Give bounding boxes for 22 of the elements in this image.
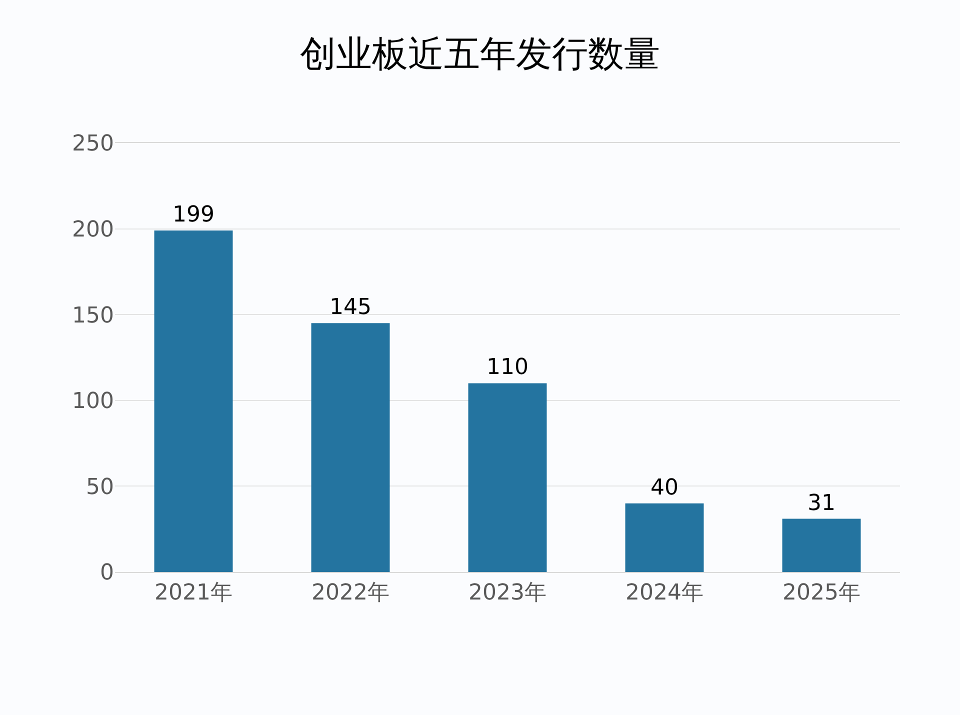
y-tick-label: 200 — [72, 218, 114, 242]
x-tick-label: 2023年 — [468, 580, 546, 606]
data-label: 199 — [172, 202, 214, 228]
y-tick-label: 100 — [72, 389, 114, 414]
x-tick-label: 2021年 — [154, 580, 232, 606]
y-tick-label: 0 — [100, 560, 114, 586]
data-label: 40 — [650, 475, 678, 500]
bar — [311, 323, 390, 572]
y-tick-label: 150 — [72, 303, 114, 328]
chart-title: 创业板近五年发行数量 — [300, 34, 660, 76]
data-label: 145 — [330, 295, 372, 320]
bar — [625, 503, 704, 572]
data-label: 31 — [808, 490, 836, 516]
x-tick-label: 2024年 — [626, 580, 704, 606]
y-tick-label: 50 — [86, 474, 114, 500]
data-label: 110 — [486, 355, 528, 380]
x-tick-label: 2022年 — [312, 580, 390, 606]
x-tick-label: 2025年 — [782, 580, 860, 606]
bar — [782, 518, 861, 572]
bar — [468, 383, 547, 572]
bar — [154, 230, 233, 572]
y-tick-label: 250 — [72, 132, 114, 157]
